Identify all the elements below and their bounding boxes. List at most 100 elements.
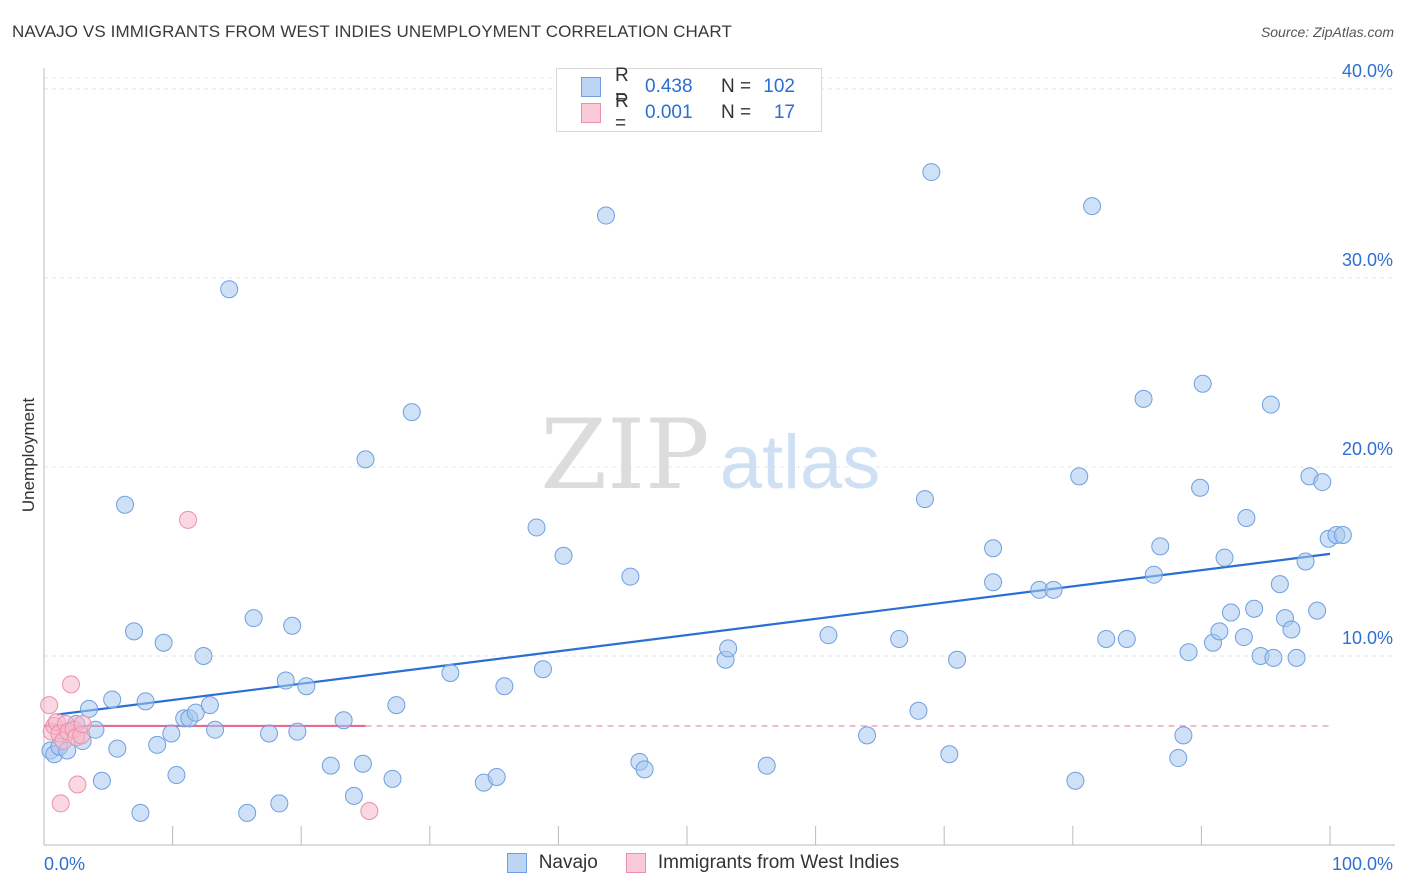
navajo-point bbox=[1066, 771, 1085, 790]
navajo-point bbox=[1144, 565, 1163, 584]
navajo-trend-line bbox=[56, 552, 1331, 716]
navajo-point bbox=[1264, 648, 1283, 667]
source-label: Source: ZipAtlas.com bbox=[1260, 24, 1394, 40]
navajo-point bbox=[154, 633, 173, 652]
navajo-point bbox=[1270, 575, 1289, 594]
legend-item-navajo[interactable]: Navajo bbox=[506, 852, 598, 874]
navajo-point bbox=[1191, 478, 1210, 497]
navajo-point bbox=[1179, 643, 1198, 662]
navajo-point bbox=[909, 701, 928, 720]
navajo-point bbox=[527, 518, 546, 537]
navajo-point bbox=[1097, 629, 1116, 648]
west-indies-point bbox=[62, 675, 81, 694]
navajo-point bbox=[1151, 537, 1170, 556]
west-indies-point bbox=[40, 696, 59, 715]
navajo-point bbox=[890, 629, 909, 648]
trend-lines bbox=[44, 552, 1331, 728]
navajo-point bbox=[1245, 599, 1264, 618]
navajo-point bbox=[131, 803, 150, 822]
n-label: N = bbox=[721, 76, 752, 97]
navajo-point bbox=[1282, 620, 1301, 639]
navajo-point bbox=[334, 711, 353, 730]
y-tick-label: 20.0% bbox=[1342, 439, 1393, 459]
navajo-point bbox=[1169, 749, 1188, 768]
navajo-point bbox=[244, 609, 263, 628]
r-value: 0.438 bbox=[645, 76, 693, 97]
legend-item-west-indies[interactable]: Immigrants from West Indies bbox=[625, 852, 900, 874]
axes bbox=[43, 68, 1395, 846]
x-tick-label-max: 100.0% bbox=[1332, 854, 1393, 874]
navajo-point bbox=[858, 726, 877, 745]
navajo-point bbox=[1234, 628, 1253, 647]
r-value: 0.001 bbox=[645, 102, 693, 123]
y-tick-label: 10.0% bbox=[1342, 628, 1393, 648]
stats-legend: R = 0.438 N = 102 R = 0.001 N = 17 bbox=[556, 65, 822, 134]
navajo-point bbox=[1044, 580, 1063, 599]
navajo-point bbox=[276, 671, 295, 690]
navajo-point bbox=[402, 403, 421, 422]
west-indies-swatch bbox=[581, 103, 601, 123]
west-indies-point bbox=[179, 510, 198, 529]
navajo-point bbox=[387, 696, 406, 715]
navajo-point bbox=[103, 690, 122, 709]
navajo-point bbox=[186, 703, 205, 722]
west-indies-point bbox=[73, 715, 92, 734]
navajo-point bbox=[1296, 552, 1315, 571]
navajo-point bbox=[238, 803, 257, 822]
watermark-atlas: atlas bbox=[720, 420, 881, 505]
navajo-point bbox=[922, 163, 941, 182]
navajo-point bbox=[635, 760, 654, 779]
navajo-point bbox=[136, 692, 155, 711]
watermark-zip: ZIP bbox=[540, 399, 709, 511]
navajo-point bbox=[533, 660, 552, 679]
r-label: R = bbox=[615, 91, 629, 134]
grid-lines bbox=[44, 77, 1395, 657]
navajo-point bbox=[353, 754, 372, 773]
navajo-point bbox=[297, 677, 316, 696]
navajo-point bbox=[200, 696, 219, 715]
navajo-point bbox=[1083, 197, 1102, 216]
y-axis-label: Unemployment bbox=[19, 398, 38, 513]
navajo-point bbox=[1333, 526, 1352, 544]
n-label: N = bbox=[721, 102, 752, 123]
navajo-point bbox=[270, 794, 289, 813]
navajo-point bbox=[321, 756, 340, 775]
navajo-point bbox=[1237, 508, 1256, 527]
navajo-point bbox=[383, 769, 402, 788]
x-tick-label-min: 0.0% bbox=[44, 854, 85, 874]
west-indies-legend-swatch bbox=[625, 853, 646, 873]
navajo-legend-label: Navajo bbox=[538, 852, 598, 873]
west-indies-point bbox=[68, 775, 87, 794]
navajo-point bbox=[984, 539, 1003, 558]
navajo-point bbox=[80, 699, 99, 718]
series-legend: Navajo Immigrants from West Indies bbox=[0, 852, 1406, 874]
navajo-point bbox=[1174, 726, 1193, 745]
watermark: ZIP atlas bbox=[540, 399, 880, 511]
navajo-legend-swatch bbox=[506, 853, 527, 873]
navajo-point bbox=[1287, 648, 1306, 667]
navajo-point bbox=[621, 567, 640, 586]
n-value: 102 bbox=[763, 76, 795, 97]
navajo-point bbox=[206, 720, 225, 739]
chart-title: NAVAJO VS IMMIGRANTS FROM WEST INDIES UN… bbox=[12, 22, 732, 41]
navajo-point bbox=[108, 739, 127, 758]
legend-row-navajo: R = 0.438 N = 102 bbox=[581, 65, 795, 108]
navajo-swatch bbox=[581, 77, 601, 97]
navajo-point bbox=[283, 616, 302, 635]
navajo-point bbox=[554, 546, 573, 565]
navajo-point bbox=[125, 622, 144, 641]
navajo-point bbox=[1193, 374, 1212, 393]
navajo-point bbox=[220, 280, 239, 299]
west-indies-legend-label: Immigrants from West Indies bbox=[657, 852, 900, 873]
navajo-point bbox=[719, 639, 738, 658]
navajo-point bbox=[356, 450, 375, 469]
navajo-point bbox=[288, 722, 307, 741]
r-label: R = bbox=[615, 65, 629, 108]
legend-row-west-indies: R = 0.001 N = 17 bbox=[581, 91, 795, 134]
navajo-point bbox=[260, 724, 279, 743]
tick-labels: 10.0% 20.0% 30.0% 40.0% 0.0% 100.0% bbox=[44, 61, 1393, 874]
navajo-point bbox=[1210, 622, 1229, 641]
navajo-point bbox=[148, 735, 167, 754]
navajo-point bbox=[984, 573, 1003, 592]
